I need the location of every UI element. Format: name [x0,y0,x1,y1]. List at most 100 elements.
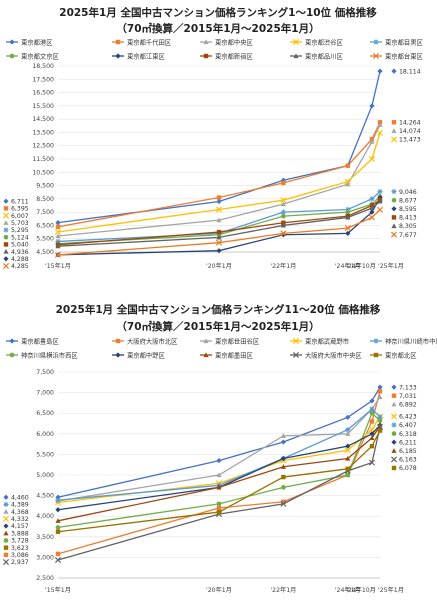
start-value-label: 5,703 [11,220,29,227]
legend-marker [9,53,15,59]
y-axis: 7,500 7,000 6,500 6,000 5,500 5,000 4,500 4,000… [36,369,380,582]
data-point [369,398,375,404]
data-point [369,136,375,142]
series-line [57,200,381,247]
start-value-label: 3,728 [11,538,29,545]
chart-2-title: 2025年1月 全国中古マンション価格ランキング11～20位 価格推移 [56,303,381,316]
data-point [216,248,222,254]
end-value-label: 7,133 [399,384,417,391]
x-axis: '15年1月 '20年1月 '22年1月 '24年1月'24年10月 '25年1月 [45,586,404,594]
label-marker [3,198,9,204]
end-value-label: 14,074 [399,128,421,135]
series-line [57,386,381,498]
series-line [57,70,381,224]
legend-entry: 大阪府大阪市中央区 [305,350,362,359]
start-value-label: 5,295 [11,227,29,234]
legend-marker [115,53,121,59]
data-point [216,457,222,464]
label-marker [391,384,397,390]
x-tick-label: '24年1月 [335,262,361,270]
end-value-label: 8,595 [399,206,417,213]
y-tick-label: 6,000 [36,431,54,438]
data-point [369,406,375,412]
data-point [281,474,286,480]
data-point [55,529,61,534]
legend-entry: 東京都中央区 [215,37,253,46]
data-point [280,222,286,228]
x-tick-label: '20年1月 [206,262,232,270]
data-point [377,423,383,429]
legend-marker [373,352,379,358]
y-tick-label: 7,000 [36,390,54,397]
data-point [55,224,61,230]
y-tick-label: 3,000 [36,554,54,561]
data-point [345,472,351,478]
data-point [345,214,351,220]
label-marker [3,220,9,225]
start-value-label: 3,623 [11,545,29,552]
legend-marker [9,338,15,344]
end-value-label: 8,305 [399,223,417,230]
y-tick-label: 18,500 [32,63,54,70]
data-point [369,419,375,424]
series-line [57,416,381,504]
y-tick-label: 2,500 [36,575,54,582]
label-marker [391,401,397,407]
y-tick-label: 14,500 [32,116,54,123]
data-point [377,122,383,127]
label-marker [3,249,9,254]
data-point [280,197,287,204]
legend-marker [292,351,300,359]
label-marker [3,509,9,514]
label-marker [391,197,397,203]
legend-entry: 東京都墨田区 [215,350,253,359]
data-point [55,551,61,557]
data-point [345,427,351,433]
label-marker [3,538,9,543]
y-tick-label: 7,500 [36,369,54,376]
data-point [369,209,375,215]
data-point [369,431,375,437]
y-tick-label: 4,500 [36,249,54,256]
data-point [216,472,222,478]
label-marker [3,206,9,211]
y-tick-label: 6,500 [36,222,54,229]
y-tick-label: 9,500 [36,183,54,190]
data-point [369,103,375,109]
data-point [369,410,375,416]
legend-marker [203,352,209,358]
start-value-label: 4,332 [11,516,29,523]
series-line [57,132,381,233]
data-point [55,518,61,523]
data-point [216,198,222,205]
start-value-label: 6,711 [11,198,29,205]
data-point [280,439,286,445]
label-marker [390,413,398,420]
start-labels: 4,4604,3894,3684,3324,1573,8883,7283,623… [2,494,29,566]
start-value-label: 4,368 [11,509,29,516]
data-point [54,556,62,564]
data-point [216,509,222,515]
data-point [280,464,286,469]
x-tick-label: '25年1月 [378,586,404,594]
start-value-label: 4,389 [11,502,29,509]
data-point [376,206,384,213]
chart-rank-11-20: 2025年1月 全国中古マンション価格ランキング11～20位 価格推移 （70㎡… [2,303,437,594]
series-group [54,384,384,564]
data-point [345,209,351,215]
data-point [345,414,351,420]
data-point [368,214,375,221]
label-marker [2,515,10,522]
data-point [280,177,286,183]
data-point [216,501,222,507]
label-marker [390,136,398,143]
data-point [345,431,351,436]
data-point [369,203,375,208]
x-tick-label: '15年1月 [45,586,71,594]
label-marker [2,262,10,270]
data-point [216,229,222,235]
data-point [54,228,62,236]
end-value-label: 8,413 [399,215,417,222]
data-point [216,195,222,200]
label-marker [3,256,9,262]
